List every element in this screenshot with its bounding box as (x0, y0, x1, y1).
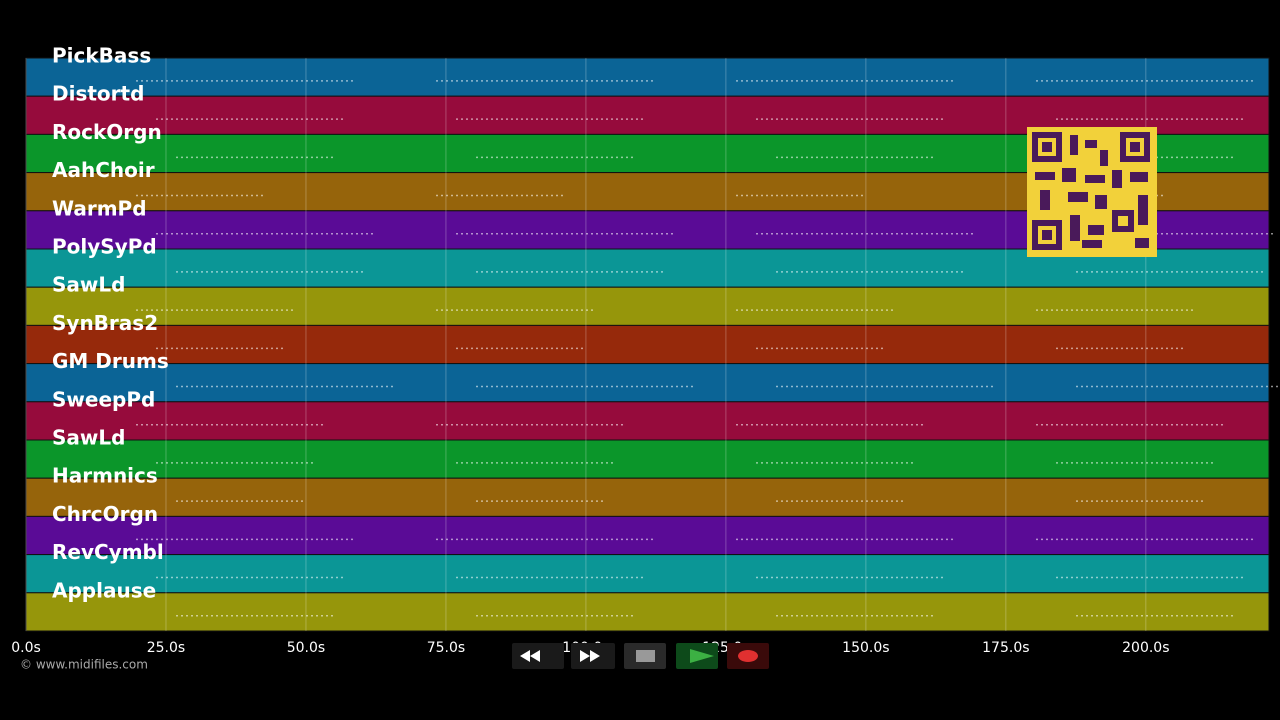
x-tick-label: 200.0s (1122, 640, 1169, 656)
track-name: Applause (52, 578, 156, 602)
track-lane (25, 592, 1270, 632)
track-name: AahChoir (52, 158, 155, 182)
track-name: GM Drums (52, 349, 169, 373)
track-name: PolySyPd (52, 235, 157, 259)
stop-icon (636, 650, 655, 662)
track-name: RevCymbl (52, 540, 164, 564)
track-name: SawLd (52, 426, 125, 450)
x-tick-label: 50.0s (287, 640, 325, 656)
transport-controls (512, 643, 769, 669)
track-name: RockOrgn (52, 120, 162, 144)
grid (25, 58, 1147, 631)
x-tick-label: 150.0s (842, 640, 889, 656)
track-lane (25, 401, 1270, 441)
track-name: SynBras2 (52, 311, 158, 335)
track-name: ChrcOrgn (52, 502, 158, 526)
track-lane (25, 554, 1270, 594)
x-tick-label: 0.0s (11, 640, 41, 656)
track-lane (25, 477, 1270, 517)
track-name: PickBass (52, 44, 151, 68)
track-name: SawLd (52, 273, 125, 297)
x-tick-label: 175.0s (982, 640, 1029, 656)
track-lane (25, 515, 1270, 556)
track-lane (25, 57, 1270, 97)
x-tick-label: 75.0s (427, 640, 465, 656)
lanes (25, 57, 1280, 632)
track-name: WarmPd (52, 196, 147, 220)
play-icon (690, 649, 714, 663)
x-tick-label: 25.0s (147, 640, 185, 656)
track-name: SweepPd (52, 387, 155, 411)
track-lane (25, 363, 1270, 403)
track-labels: PickBass Distortd RockOrgn AahChoir WarmPd Po… (52, 44, 169, 603)
record-icon (738, 650, 758, 662)
track-name: Distortd (52, 82, 144, 106)
track-lane (25, 286, 1270, 326)
track-lane (25, 324, 1270, 365)
track-lane (25, 439, 1270, 479)
qr-code (1027, 127, 1157, 257)
rewind-icon (520, 650, 540, 662)
copyright: © www.midifiles.com (20, 658, 148, 672)
forward-icon (580, 650, 600, 662)
track-name: Harmnics (52, 464, 158, 488)
